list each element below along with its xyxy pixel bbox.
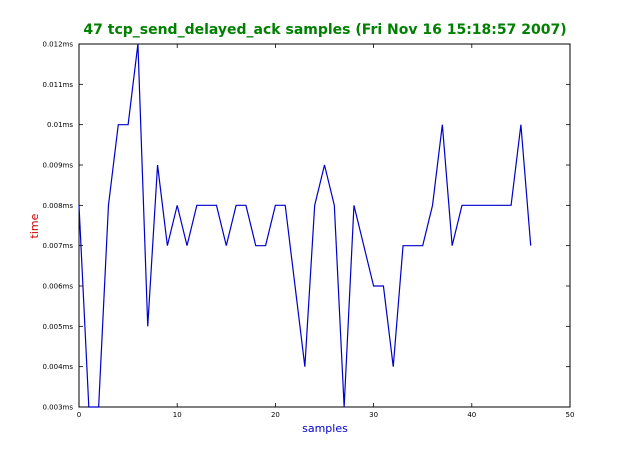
plot-area xyxy=(78,43,571,408)
y-axis-label: time xyxy=(28,213,41,238)
y-tick-label: 0.012ms xyxy=(42,41,73,49)
x-axis-label: samples xyxy=(302,422,348,435)
y-tick-label: 0.007ms xyxy=(42,242,73,250)
x-axis-ticks: 0 10 20 30 40 50 xyxy=(77,44,575,419)
x-tick-label: 0 xyxy=(77,411,81,419)
y-tick-label: 0.004ms xyxy=(42,363,73,371)
y-tick-label: 0.003ms xyxy=(42,404,73,412)
x-tick-label: 50 xyxy=(566,411,575,419)
x-tick-label: 10 xyxy=(173,411,182,419)
chart-title: 47 tcp_send_delayed_ack samples (Fri Nov… xyxy=(83,22,566,38)
y-tick-label: 0.005ms xyxy=(42,323,73,331)
y-axis-ticks: 0.003ms 0.004ms 0.005ms 0.006ms 0.007ms 0.008… xyxy=(42,41,570,412)
x-tick-label: 30 xyxy=(369,411,378,419)
y-tick-label: 0.011ms xyxy=(42,81,73,89)
y-tick-label: 0.01ms xyxy=(47,121,73,129)
x-tick-label: 40 xyxy=(467,411,476,419)
y-tick-label: 0.009ms xyxy=(42,162,73,170)
x-tick-label: 20 xyxy=(271,411,280,419)
y-tick-label: 0.008ms xyxy=(42,202,73,210)
plot-frame xyxy=(78,43,571,408)
y-tick-label: 0.006ms xyxy=(42,283,73,291)
series-line xyxy=(78,43,532,408)
